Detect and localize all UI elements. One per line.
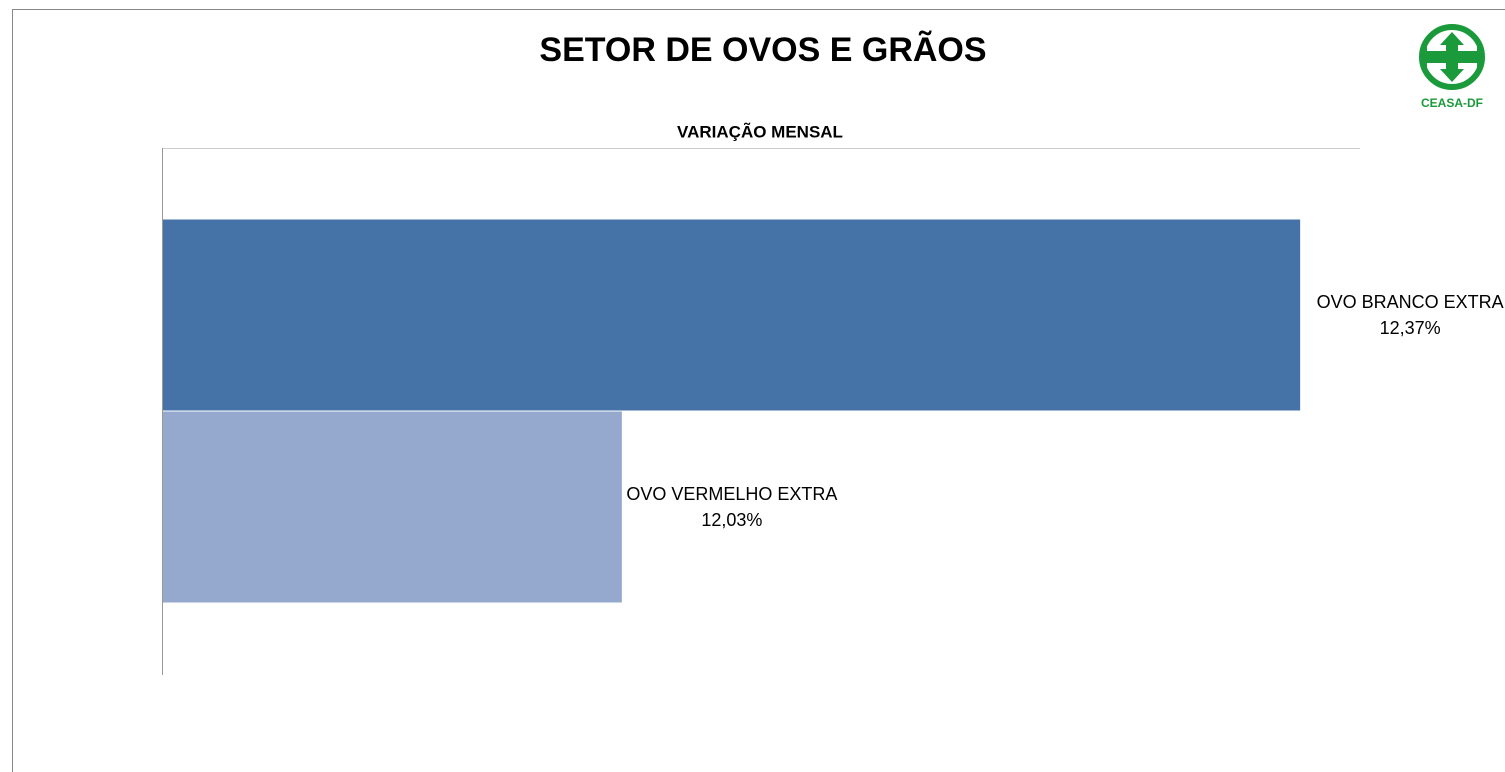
chart-subtitle: VARIAÇÃO MENSAL — [677, 121, 843, 141]
logo: CEASA-DF — [1419, 24, 1485, 110]
logo-text: CEASA-DF — [1421, 96, 1483, 110]
value-label: 12,37% — [1380, 318, 1441, 338]
bar — [163, 411, 622, 603]
bar — [163, 219, 1301, 411]
category-label: OVO VERMELHO EXTRA — [626, 484, 837, 504]
logo-arrows — [1424, 32, 1480, 82]
category-label: OVO BRANCO EXTRA — [1317, 292, 1504, 312]
value-label: 12,03% — [701, 510, 762, 530]
chart-title: SETOR DE OVOS E GRÃOS — [539, 31, 986, 69]
